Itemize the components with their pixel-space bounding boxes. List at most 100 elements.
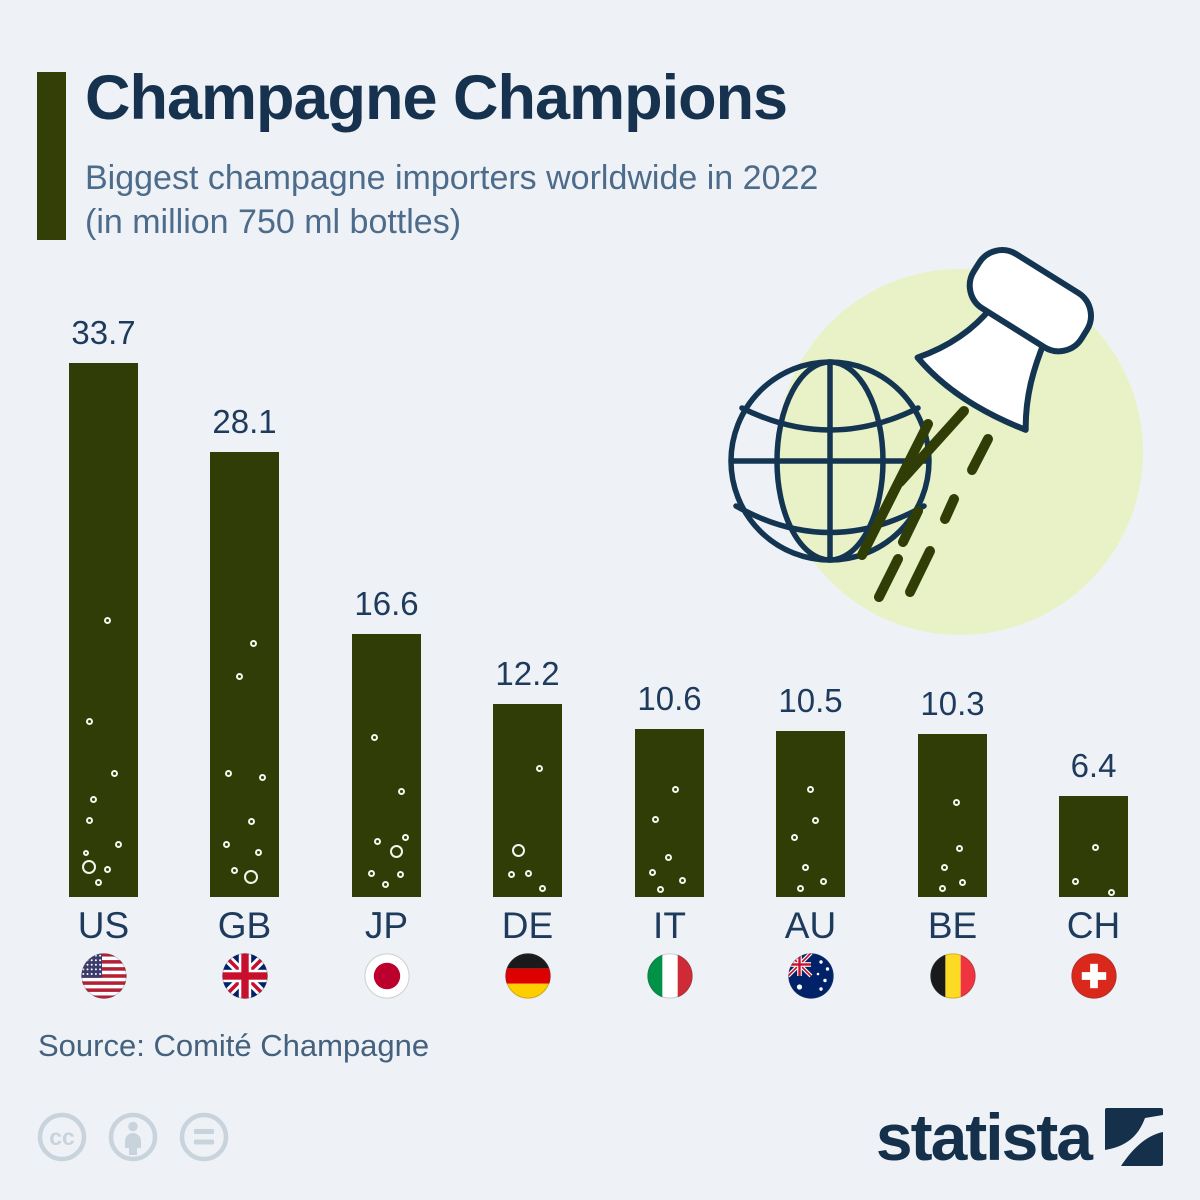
bar-it	[635, 729, 704, 897]
bubble-decoration	[402, 833, 410, 841]
bubble-decoration	[390, 844, 404, 858]
bubble-decoration	[671, 785, 679, 793]
bubble-decoration	[231, 866, 239, 874]
bubble-decoration	[115, 840, 123, 848]
bar-value-label-us: 33.7	[71, 314, 136, 351]
chart-subtitle-line1: Biggest champagne importers worldwide in…	[85, 159, 819, 197]
champagne-cork-globe-illustration	[728, 247, 1143, 635]
bubble-decoration	[807, 785, 814, 793]
statista-logo-text: statista	[875, 1100, 1093, 1174]
bubble-decoration	[235, 672, 243, 680]
bar-us	[69, 363, 138, 897]
bar-value-label-au: 10.5	[778, 682, 843, 719]
bubble-decoration	[89, 795, 97, 803]
svg-text:cc: cc	[49, 1124, 75, 1150]
country-code-label-be: BE	[927, 905, 978, 946]
bubble-decoration	[397, 787, 405, 795]
title-accent-bar	[37, 72, 66, 240]
bar-au	[776, 731, 845, 897]
bubble-decoration	[381, 880, 389, 888]
bar-value-label-ch: 6.4	[1070, 747, 1117, 784]
bubble-decoration	[959, 878, 967, 886]
bubble-decoration	[938, 884, 946, 892]
de-flag-icon	[504, 953, 551, 999]
ch-flag-icon	[1070, 953, 1117, 999]
bubble-decoration	[396, 870, 404, 878]
bubble-decoration	[664, 853, 672, 861]
bar-value-label-gb: 28.1	[212, 403, 277, 440]
bar-value-label-be: 10.3	[920, 685, 985, 722]
source-text: Source: Comité Champagne	[38, 1028, 430, 1063]
creative-commons-icon: cc	[37, 1112, 87, 1162]
bubble-decoration	[791, 833, 799, 841]
statista-logo-mark	[1105, 1108, 1163, 1166]
chart-subtitle: Biggest champagne importers worldwide in…	[85, 156, 1035, 244]
bubble-decoration	[374, 837, 381, 845]
bubble-decoration	[254, 848, 262, 856]
bubble-decoration	[104, 865, 112, 873]
country-code-label-gb: GB	[217, 905, 272, 946]
bar-be	[918, 734, 987, 897]
bubble-decoration	[104, 616, 112, 624]
country-code-label-de: DE	[501, 905, 554, 946]
bar-value-label-de: 12.2	[495, 655, 560, 692]
no-derivatives-icon	[179, 1112, 229, 1162]
bubble-decoration	[508, 870, 516, 878]
bar-jp	[352, 634, 421, 897]
champagne-spray-streaks	[857, 406, 993, 602]
bubble-decoration	[952, 798, 960, 806]
bubble-decoration	[111, 769, 118, 777]
bubble-decoration	[941, 863, 949, 871]
jp-flag-icon	[363, 953, 410, 999]
bubble-decoration	[82, 860, 96, 874]
bubble-decoration	[811, 816, 819, 824]
bubble-decoration	[1107, 888, 1115, 896]
bubble-decoration	[243, 870, 258, 884]
bubble-decoration	[82, 850, 89, 856]
bubble-decoration	[223, 840, 231, 848]
bubble-decoration	[1072, 877, 1080, 885]
bubble-decoration	[797, 884, 805, 892]
bubble-decoration	[535, 764, 543, 772]
gb-flag-icon	[221, 953, 268, 999]
bubble-decoration	[250, 639, 257, 647]
bubble-decoration	[524, 869, 532, 877]
bubble-decoration	[679, 876, 687, 884]
bubble-decoration	[1092, 843, 1100, 851]
bubble-decoration	[820, 877, 828, 885]
bubble-decoration	[539, 884, 547, 892]
globe-icon	[728, 359, 932, 563]
bar-value-label-jp: 16.6	[354, 585, 419, 622]
be-flag-icon	[929, 953, 976, 999]
chart-subtitle-line2: (in million 750 ml bottles)	[85, 203, 462, 241]
bubble-decoration	[512, 843, 525, 857]
bubble-decoration	[95, 878, 103, 886]
page-title: Champagne Champions	[85, 63, 788, 133]
bar-de	[493, 704, 562, 897]
bubble-decoration	[86, 816, 94, 824]
country-code-label-ch: CH	[1066, 905, 1121, 946]
bubble-decoration	[247, 817, 255, 825]
country-code-label-au: AU	[784, 905, 837, 946]
us-flag-icon	[80, 953, 127, 999]
champagne-cork-icon	[914, 247, 1094, 433]
bubble-decoration	[955, 844, 963, 852]
bubble-decoration	[370, 733, 378, 741]
country-code-label-jp: JP	[364, 905, 409, 946]
bubble-decoration	[85, 717, 93, 725]
it-flag-icon	[646, 953, 693, 999]
au-flag-icon	[787, 953, 834, 999]
bubble-decoration	[657, 885, 664, 893]
statista-logo: statista	[875, 1100, 1163, 1174]
country-code-label-it: IT	[653, 905, 686, 946]
country-code-label-us: US	[77, 905, 130, 946]
bubble-decoration	[367, 869, 375, 877]
bubble-decoration	[652, 815, 660, 823]
license-icons: cc	[37, 1112, 229, 1162]
bubble-decoration	[649, 868, 657, 876]
bar-gb	[210, 452, 279, 897]
bubble-decoration	[801, 863, 809, 871]
attribution-person-icon	[108, 1112, 158, 1162]
